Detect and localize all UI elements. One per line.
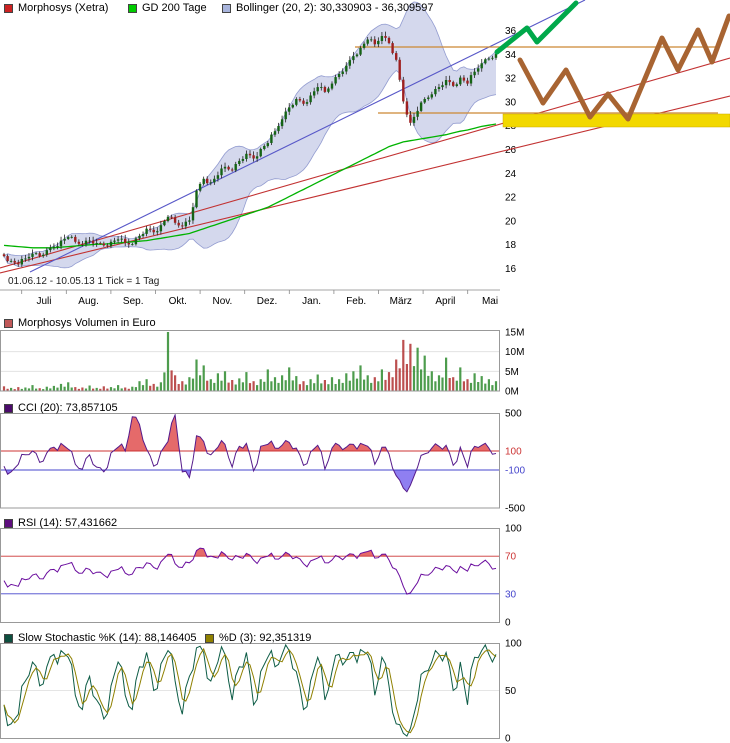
- svg-text:16: 16: [505, 264, 517, 275]
- svg-text:März: März: [390, 296, 412, 307]
- svg-text:0M: 0M: [505, 387, 519, 398]
- gd200-legend-label: GD 200 Tage: [142, 2, 207, 14]
- svg-text:Nov.: Nov.: [212, 296, 232, 307]
- cci-swatch: [4, 404, 13, 413]
- volume-legend-label: Morphosys Volumen in Euro: [18, 317, 156, 329]
- stoch-legend: Slow Stochastic %K (14): 88,146405 %D (3…: [0, 632, 730, 646]
- cci-panel: 500 100 -100 -500: [0, 409, 525, 515]
- svg-text:500: 500: [505, 409, 522, 420]
- candles-layer: [2, 31, 498, 268]
- stoch-d-line: [3, 647, 497, 734]
- svg-text:36: 36: [505, 26, 517, 37]
- svg-text:Aug.: Aug.: [78, 296, 99, 307]
- bollinger-swatch: [222, 4, 231, 13]
- svg-text:-100: -100: [505, 466, 525, 477]
- stoch-d-legend-label: %D (3): 92,351319: [219, 632, 312, 644]
- stoch-panel: 100 50 0: [0, 639, 522, 743]
- volume-panel: 15M 10M 5M 0M: [0, 328, 524, 398]
- svg-text:18: 18: [505, 240, 517, 251]
- rsi-legend: RSI (14): 57,431662: [0, 517, 730, 531]
- svg-text:Juli: Juli: [36, 296, 51, 307]
- legend-item-rsi: RSI (14): 57,431662: [4, 517, 117, 530]
- drawn-projection: [494, 0, 730, 122]
- legend-item-cci: CCI (20): 73,857105: [4, 402, 118, 415]
- svg-text:26: 26: [505, 145, 517, 156]
- svg-text:100: 100: [505, 524, 522, 535]
- volume-legend: Morphosys Volumen in Euro: [0, 317, 730, 331]
- x-axis: Juli Aug. Sep. Okt. Nov. Dez. Jan. Feb. März Apri…: [0, 289, 500, 307]
- volume-swatch: [4, 319, 13, 328]
- price-legend: Morphosys (Xetra) GD 200 Tage Bollinger …: [0, 2, 730, 16]
- price-swatch: [4, 4, 13, 13]
- svg-text:Jan.: Jan.: [302, 296, 321, 307]
- svg-text:April: April: [435, 296, 455, 307]
- yellow-target-band: [502, 113, 730, 128]
- stoch-k-swatch: [4, 634, 13, 643]
- svg-text:34: 34: [505, 50, 517, 61]
- svg-text:0: 0: [505, 734, 511, 743]
- svg-text:0: 0: [505, 618, 511, 629]
- svg-text:-500: -500: [505, 504, 525, 515]
- svg-text:15M: 15M: [505, 328, 524, 339]
- svg-text:70: 70: [505, 552, 517, 563]
- svg-text:Dez.: Dez.: [257, 296, 278, 307]
- price-legend-label: Morphosys (Xetra): [18, 2, 109, 14]
- svg-text:30: 30: [505, 97, 517, 108]
- stoch-k-legend-label: Slow Stochastic %K (14): 88,146405: [18, 632, 197, 644]
- svg-text:10M: 10M: [505, 347, 524, 358]
- svg-text:5M: 5M: [505, 367, 519, 378]
- svg-text:Mai: Mai: [482, 296, 498, 307]
- green-projection-line: [494, 0, 579, 55]
- svg-text:Feb.: Feb.: [346, 296, 366, 307]
- gd200-swatch: [128, 4, 137, 13]
- cci-legend-label: CCI (20): 73,857105: [18, 402, 118, 414]
- stoch-d-swatch: [205, 634, 214, 643]
- svg-text:100: 100: [505, 639, 522, 650]
- legend-item-price: Morphosys (Xetra): [4, 2, 108, 15]
- date-range-caption: 01.06.12 - 10.05.13 1 Tick = 1 Tag: [8, 276, 160, 287]
- svg-text:100: 100: [505, 447, 522, 458]
- svg-text:32: 32: [505, 74, 517, 85]
- cci-legend: CCI (20): 73,857105: [0, 402, 730, 416]
- svg-text:20: 20: [505, 216, 517, 227]
- price-panel: 3634323028262422201816: [0, 0, 730, 275]
- rsi-panel: 100 70 30 0: [0, 524, 522, 629]
- bollinger-legend-label: Bollinger (20, 2): 30,330903 - 36,309597: [236, 2, 434, 14]
- legend-item-stoch-k: Slow Stochastic %K (14): 88,146405: [4, 632, 197, 645]
- legend-item-volume: Morphosys Volumen in Euro: [4, 317, 156, 330]
- svg-text:Sep.: Sep.: [123, 296, 144, 307]
- legend-item-bollinger: Bollinger (20, 2): 30,330903 - 36,309597: [222, 2, 434, 15]
- rsi-swatch: [4, 519, 13, 528]
- svg-text:50: 50: [505, 686, 517, 697]
- svg-text:22: 22: [505, 193, 517, 204]
- legend-item-stoch-d: %D (3): 92,351319: [205, 632, 311, 645]
- rsi-legend-label: RSI (14): 57,431662: [18, 517, 118, 529]
- svg-text:24: 24: [505, 169, 517, 180]
- svg-text:30: 30: [505, 589, 517, 600]
- svg-text:Okt.: Okt.: [169, 296, 187, 307]
- brown-projection-line: [517, 13, 730, 122]
- legend-item-gd200: GD 200 Tage: [128, 2, 207, 15]
